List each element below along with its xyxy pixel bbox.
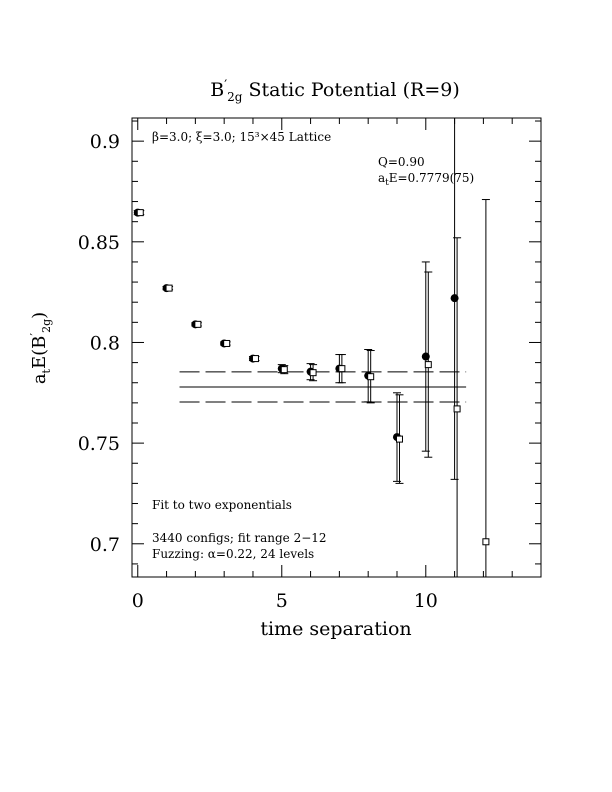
title-subscript: 2g [227, 90, 243, 104]
open-square-point [424, 361, 432, 369]
open-square-point [223, 339, 231, 347]
open-square-point [165, 284, 173, 292]
filled-circle-point [421, 352, 430, 361]
fit-annotation: Fit to two exponentials [152, 498, 292, 512]
axis-tick-labels: 0 5 10 0.7 0.75 0.8 0.85 0.9 [78, 131, 438, 612]
open-square-point [395, 435, 403, 443]
open-square-point [251, 355, 259, 363]
open-square-point [309, 369, 317, 377]
q-annotation: Q=0.90 [378, 155, 425, 169]
chart-title: B′2g Static Potential (R=9) [210, 78, 460, 104]
plot-frame [131, 117, 542, 578]
ylabel-prime: ′ [28, 333, 42, 336]
filled-circle-point [450, 294, 459, 303]
y-axis-label: atE(B′2g) [28, 312, 53, 384]
ylabel-mid: E(B [29, 336, 50, 369]
x-axis-label: time separation [260, 618, 411, 640]
y-tick-label: 0.9 [90, 131, 120, 153]
fit-lines [179, 371, 467, 403]
title-prime: ′ [224, 78, 227, 93]
y-tick-label: 0.8 [90, 332, 120, 354]
fuzzing-annotation: Fuzzing: α=0.22, 24 levels [152, 547, 314, 561]
ylabel-pre: a [29, 373, 50, 384]
data-points [133, 208, 490, 546]
ylabel-post: ) [29, 312, 50, 319]
ate-sub: t [385, 178, 389, 188]
x-tick-label: 0 [132, 590, 144, 612]
ate-pre: a [378, 171, 385, 185]
x-tick-label: 5 [276, 590, 288, 612]
y-tick-label: 0.85 [78, 232, 120, 254]
open-square-point [453, 405, 461, 413]
open-square-point [280, 366, 288, 374]
title-main: B [210, 79, 224, 101]
open-square-point [194, 320, 202, 328]
ylabel-sub: 2g [40, 319, 53, 333]
ate-annotation: atE=0.7779(75) [378, 171, 474, 188]
y-tick-label: 0.75 [78, 433, 120, 455]
open-square-point [338, 365, 346, 373]
lattice-annotation: β=3.0; ξ=3.0; 15³×45 Lattice [152, 130, 331, 144]
open-square-point [482, 538, 490, 546]
open-square-point [136, 209, 144, 217]
x-tick-label: 10 [414, 590, 438, 612]
ylabel-pre-sub: t [40, 368, 53, 373]
title-rest: Static Potential (R=9) [242, 79, 459, 101]
y-tick-label: 0.7 [90, 534, 120, 556]
open-square-point [367, 373, 375, 381]
axis-ticks [132, 118, 541, 577]
configs-annotation: 3440 configs; fit range 2−12 [152, 531, 327, 545]
plot-border [131, 117, 542, 578]
ate-post: E=0.7779(75) [389, 171, 474, 185]
